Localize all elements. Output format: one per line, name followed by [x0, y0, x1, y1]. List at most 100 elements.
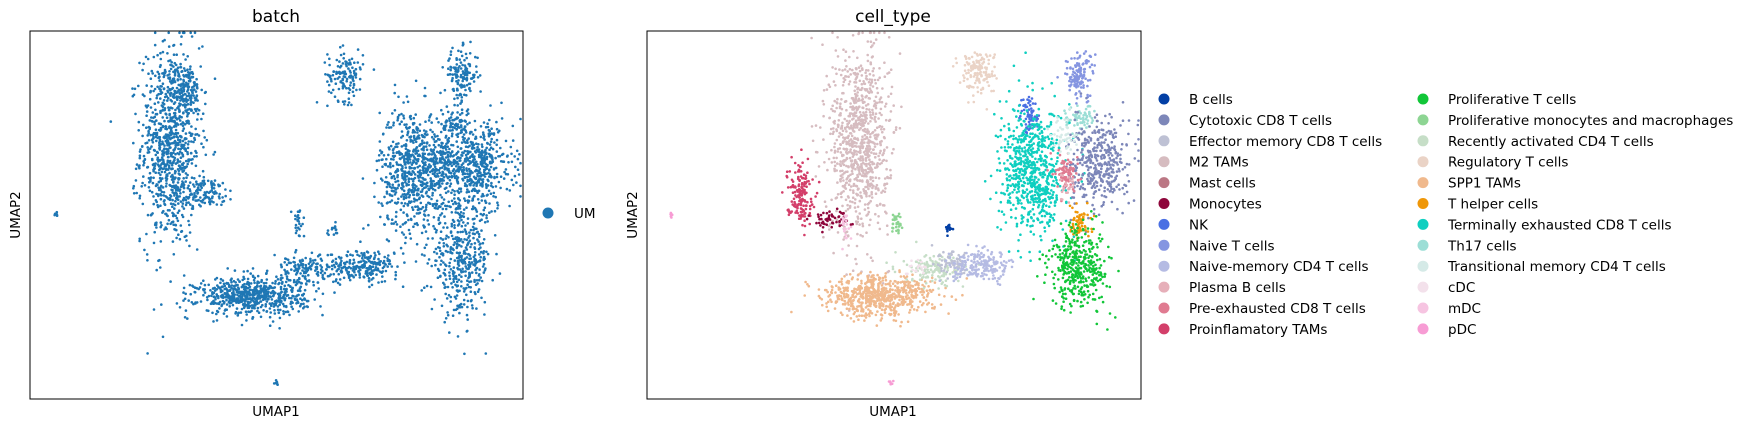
batch-point — [385, 157, 388, 161]
batch-point — [224, 194, 227, 198]
batch-point — [427, 187, 430, 191]
batch-point — [457, 191, 461, 195]
batch-point — [377, 281, 380, 284]
batch-point — [322, 277, 326, 281]
batch-point — [189, 292, 192, 296]
batch-point — [211, 287, 215, 290]
batch-point — [456, 116, 460, 120]
batch-point — [252, 291, 256, 295]
batch-point — [412, 225, 415, 228]
batch-point — [327, 90, 331, 93]
batch-point — [152, 169, 155, 173]
batch-point — [458, 238, 462, 242]
batch-point — [173, 156, 177, 160]
batch-point — [225, 303, 229, 306]
celltype-point — [865, 107, 868, 111]
celltype-point — [833, 149, 837, 153]
batch-point — [257, 311, 261, 315]
batch-point — [409, 140, 413, 143]
celltype-point — [882, 149, 886, 153]
batch-point — [160, 170, 164, 174]
celltype-point — [861, 106, 864, 109]
batch-point — [402, 189, 406, 193]
batch-point — [467, 167, 471, 171]
batch-point — [480, 195, 484, 198]
batch-point — [346, 250, 350, 253]
batch-point — [231, 291, 234, 295]
batch-point — [197, 109, 201, 112]
batch-point — [164, 226, 167, 229]
batch-point — [404, 221, 408, 224]
celltype-point — [845, 147, 848, 151]
batch-point — [162, 160, 165, 163]
batch-point — [173, 194, 176, 197]
celltype-point — [847, 183, 851, 186]
batch-point — [460, 270, 463, 274]
batch-point — [165, 152, 169, 156]
batch-point — [109, 120, 113, 123]
batch-point — [158, 176, 162, 180]
batch-point — [202, 145, 205, 149]
batch-point — [414, 205, 417, 208]
batch-point — [433, 140, 437, 144]
batch-point — [378, 111, 382, 115]
batch-point — [162, 99, 166, 102]
batch-point — [404, 166, 408, 169]
batch-point — [186, 146, 190, 150]
batch-point — [373, 181, 376, 185]
batch-point — [461, 135, 465, 139]
batch-point — [463, 149, 467, 153]
batch-point — [353, 270, 356, 274]
batch-point — [465, 175, 469, 179]
celltype-point — [874, 212, 877, 216]
batch-point — [159, 197, 163, 201]
batch-point — [437, 121, 440, 124]
batch-point — [416, 170, 420, 174]
batch-point — [268, 307, 272, 310]
batch-point — [455, 58, 459, 61]
batch-point — [183, 31, 186, 35]
batch-point — [229, 278, 233, 282]
batch-point — [230, 284, 234, 287]
celltype-point — [858, 69, 862, 73]
batch-point — [393, 109, 397, 112]
batch-point — [225, 281, 228, 285]
batch-cluster-um — [415, 129, 482, 205]
batch-point — [176, 98, 179, 101]
batch-point — [187, 140, 190, 143]
celltype-point — [841, 121, 844, 125]
batch-point — [179, 99, 182, 102]
batch-point — [163, 199, 166, 202]
batch-point — [447, 190, 450, 193]
batch-point — [182, 291, 185, 294]
celltype-point — [871, 148, 875, 151]
batch-point — [399, 225, 402, 228]
batch-point — [381, 204, 384, 207]
batch-point — [488, 129, 492, 133]
batch-point — [401, 252, 405, 255]
batch-point — [444, 124, 448, 127]
batch-point — [445, 243, 448, 247]
batch-point — [381, 270, 385, 273]
batch-point — [195, 183, 198, 186]
batch-point — [198, 174, 201, 178]
batch-point — [494, 166, 498, 170]
celltype-point — [824, 205, 828, 208]
batch-point — [218, 307, 221, 310]
batch-point — [204, 102, 207, 106]
batch-point — [190, 140, 193, 143]
batch-point — [448, 178, 452, 182]
celltype-point — [835, 72, 838, 76]
batch-point — [161, 140, 164, 143]
batch-point — [277, 292, 281, 296]
batch-point — [191, 157, 194, 161]
batch-point — [148, 189, 152, 193]
batch-point — [432, 143, 436, 147]
batch-point — [448, 261, 452, 265]
batch-point — [168, 160, 171, 163]
batch-point — [442, 226, 445, 229]
batch-point — [342, 57, 346, 60]
batch-point — [443, 88, 447, 92]
batch-point — [142, 62, 145, 66]
batch-point — [388, 182, 391, 186]
